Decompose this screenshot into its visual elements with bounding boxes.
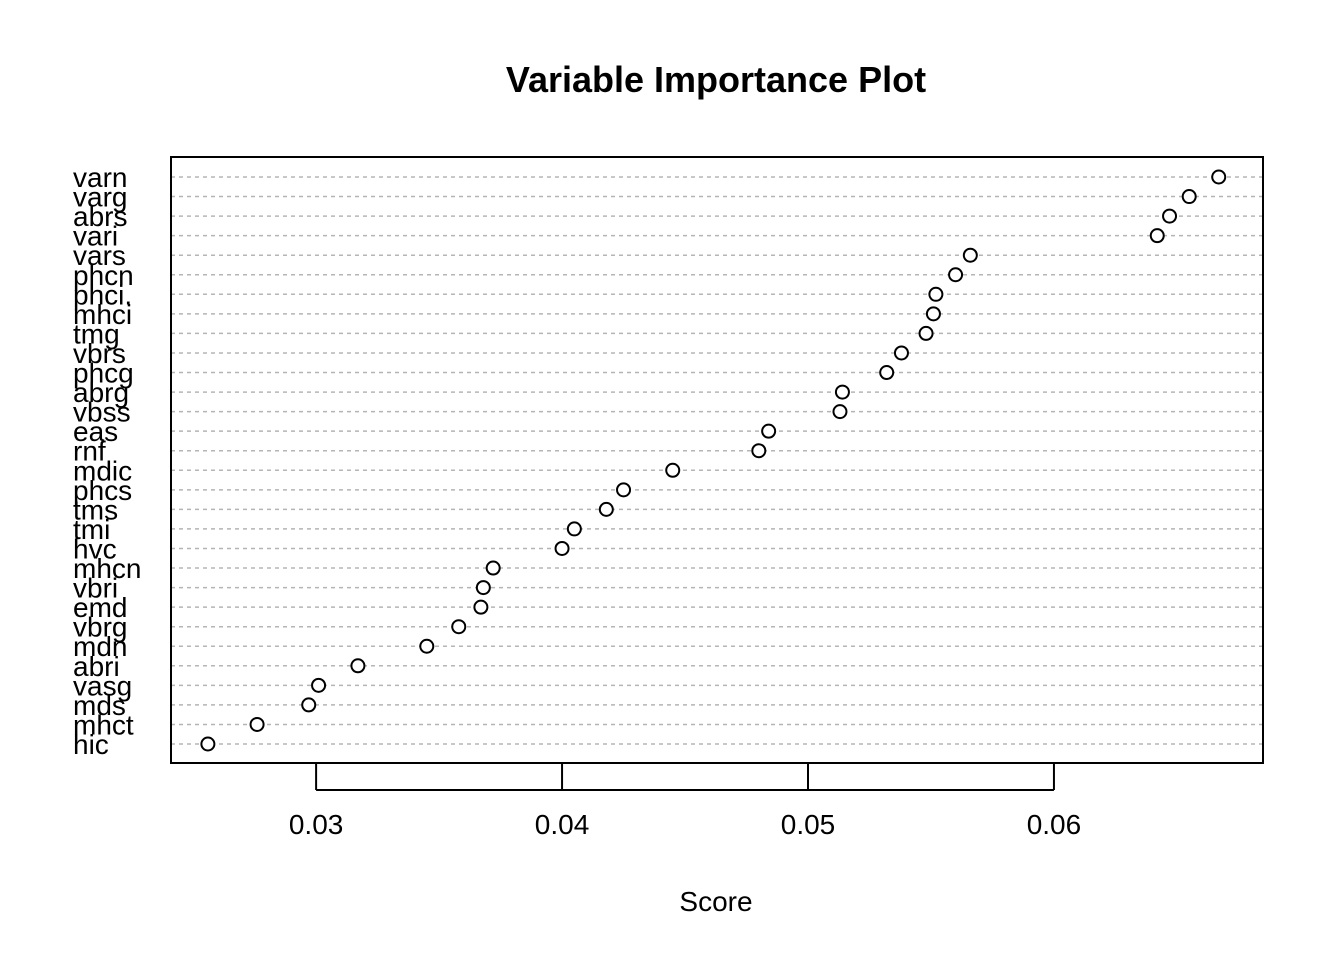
x-tick-label: 0.03 [289, 809, 344, 840]
category-label: tmi [73, 514, 110, 545]
data-point [200, 736, 216, 752]
category-label: abrs [73, 201, 127, 232]
data-point [598, 501, 614, 517]
category-label: abrg [73, 377, 129, 408]
x-tick-label: 0.05 [781, 809, 836, 840]
category-label: eas [73, 416, 118, 447]
category-label: vbri [73, 573, 118, 604]
category-label: varg [73, 182, 127, 213]
data-point [1181, 189, 1197, 205]
data-points [200, 169, 1227, 752]
category-label: emd [73, 592, 127, 623]
data-point [616, 482, 632, 498]
data-point [350, 658, 366, 674]
category-label: vari [73, 221, 118, 252]
category-label: tmg [73, 318, 120, 349]
category-label: hvc [73, 533, 117, 564]
data-point [962, 247, 978, 263]
data-point [665, 462, 681, 478]
data-point [1162, 208, 1178, 224]
category-labels: varnvargabrsvarivarsphcnphci.mhcitmgvbrs… [73, 162, 141, 760]
data-point [751, 443, 767, 459]
data-point [1211, 169, 1227, 185]
data-point [419, 638, 435, 654]
data-point [928, 286, 944, 302]
category-label: phcs [73, 475, 132, 506]
plot-frame [170, 156, 1264, 764]
category-label: vasg [73, 670, 132, 701]
category-label: vbrg [73, 612, 127, 643]
data-point [451, 619, 467, 635]
category-label: abri [73, 651, 120, 682]
data-point [879, 365, 895, 381]
data-point [925, 306, 941, 322]
category-label: vars [73, 240, 126, 271]
data-point [554, 540, 570, 556]
category-label: phcn [73, 260, 134, 291]
data-point [566, 521, 582, 537]
grid-lines [171, 176, 1263, 745]
x-axis-label: Score [679, 886, 752, 917]
data-point [475, 580, 491, 596]
data-point [311, 677, 327, 693]
data-point [473, 599, 489, 615]
category-label: phci. [73, 279, 132, 310]
data-point [832, 404, 848, 420]
data-point [834, 384, 850, 400]
category-label: mhcn [73, 553, 141, 584]
x-tick-label: 0.04 [535, 809, 590, 840]
data-point [893, 345, 909, 361]
data-point [249, 716, 265, 732]
category-label: hic [73, 729, 109, 760]
category-label: mdic [73, 455, 132, 486]
data-point [948, 267, 964, 283]
category-label: vbss [73, 397, 131, 428]
category-label: mdn [73, 631, 127, 662]
category-label: phcg [73, 358, 134, 389]
data-point [918, 325, 934, 341]
data-point [301, 697, 317, 713]
category-label: mhct [73, 709, 134, 740]
data-point [485, 560, 501, 576]
category-label: mds [73, 690, 126, 721]
category-label: mhci [73, 299, 132, 330]
data-point [1149, 228, 1165, 244]
x-axis: 0.03 0.04 0.05 0.06 [289, 763, 1081, 840]
category-label: vbrs [73, 338, 126, 369]
category-label: rnf [73, 436, 106, 467]
data-point [761, 423, 777, 439]
category-label: varn [73, 162, 127, 193]
chart-title: Variable Importance Plot [506, 59, 926, 100]
x-tick-label: 0.06 [1027, 809, 1082, 840]
category-label: tms [73, 494, 118, 525]
